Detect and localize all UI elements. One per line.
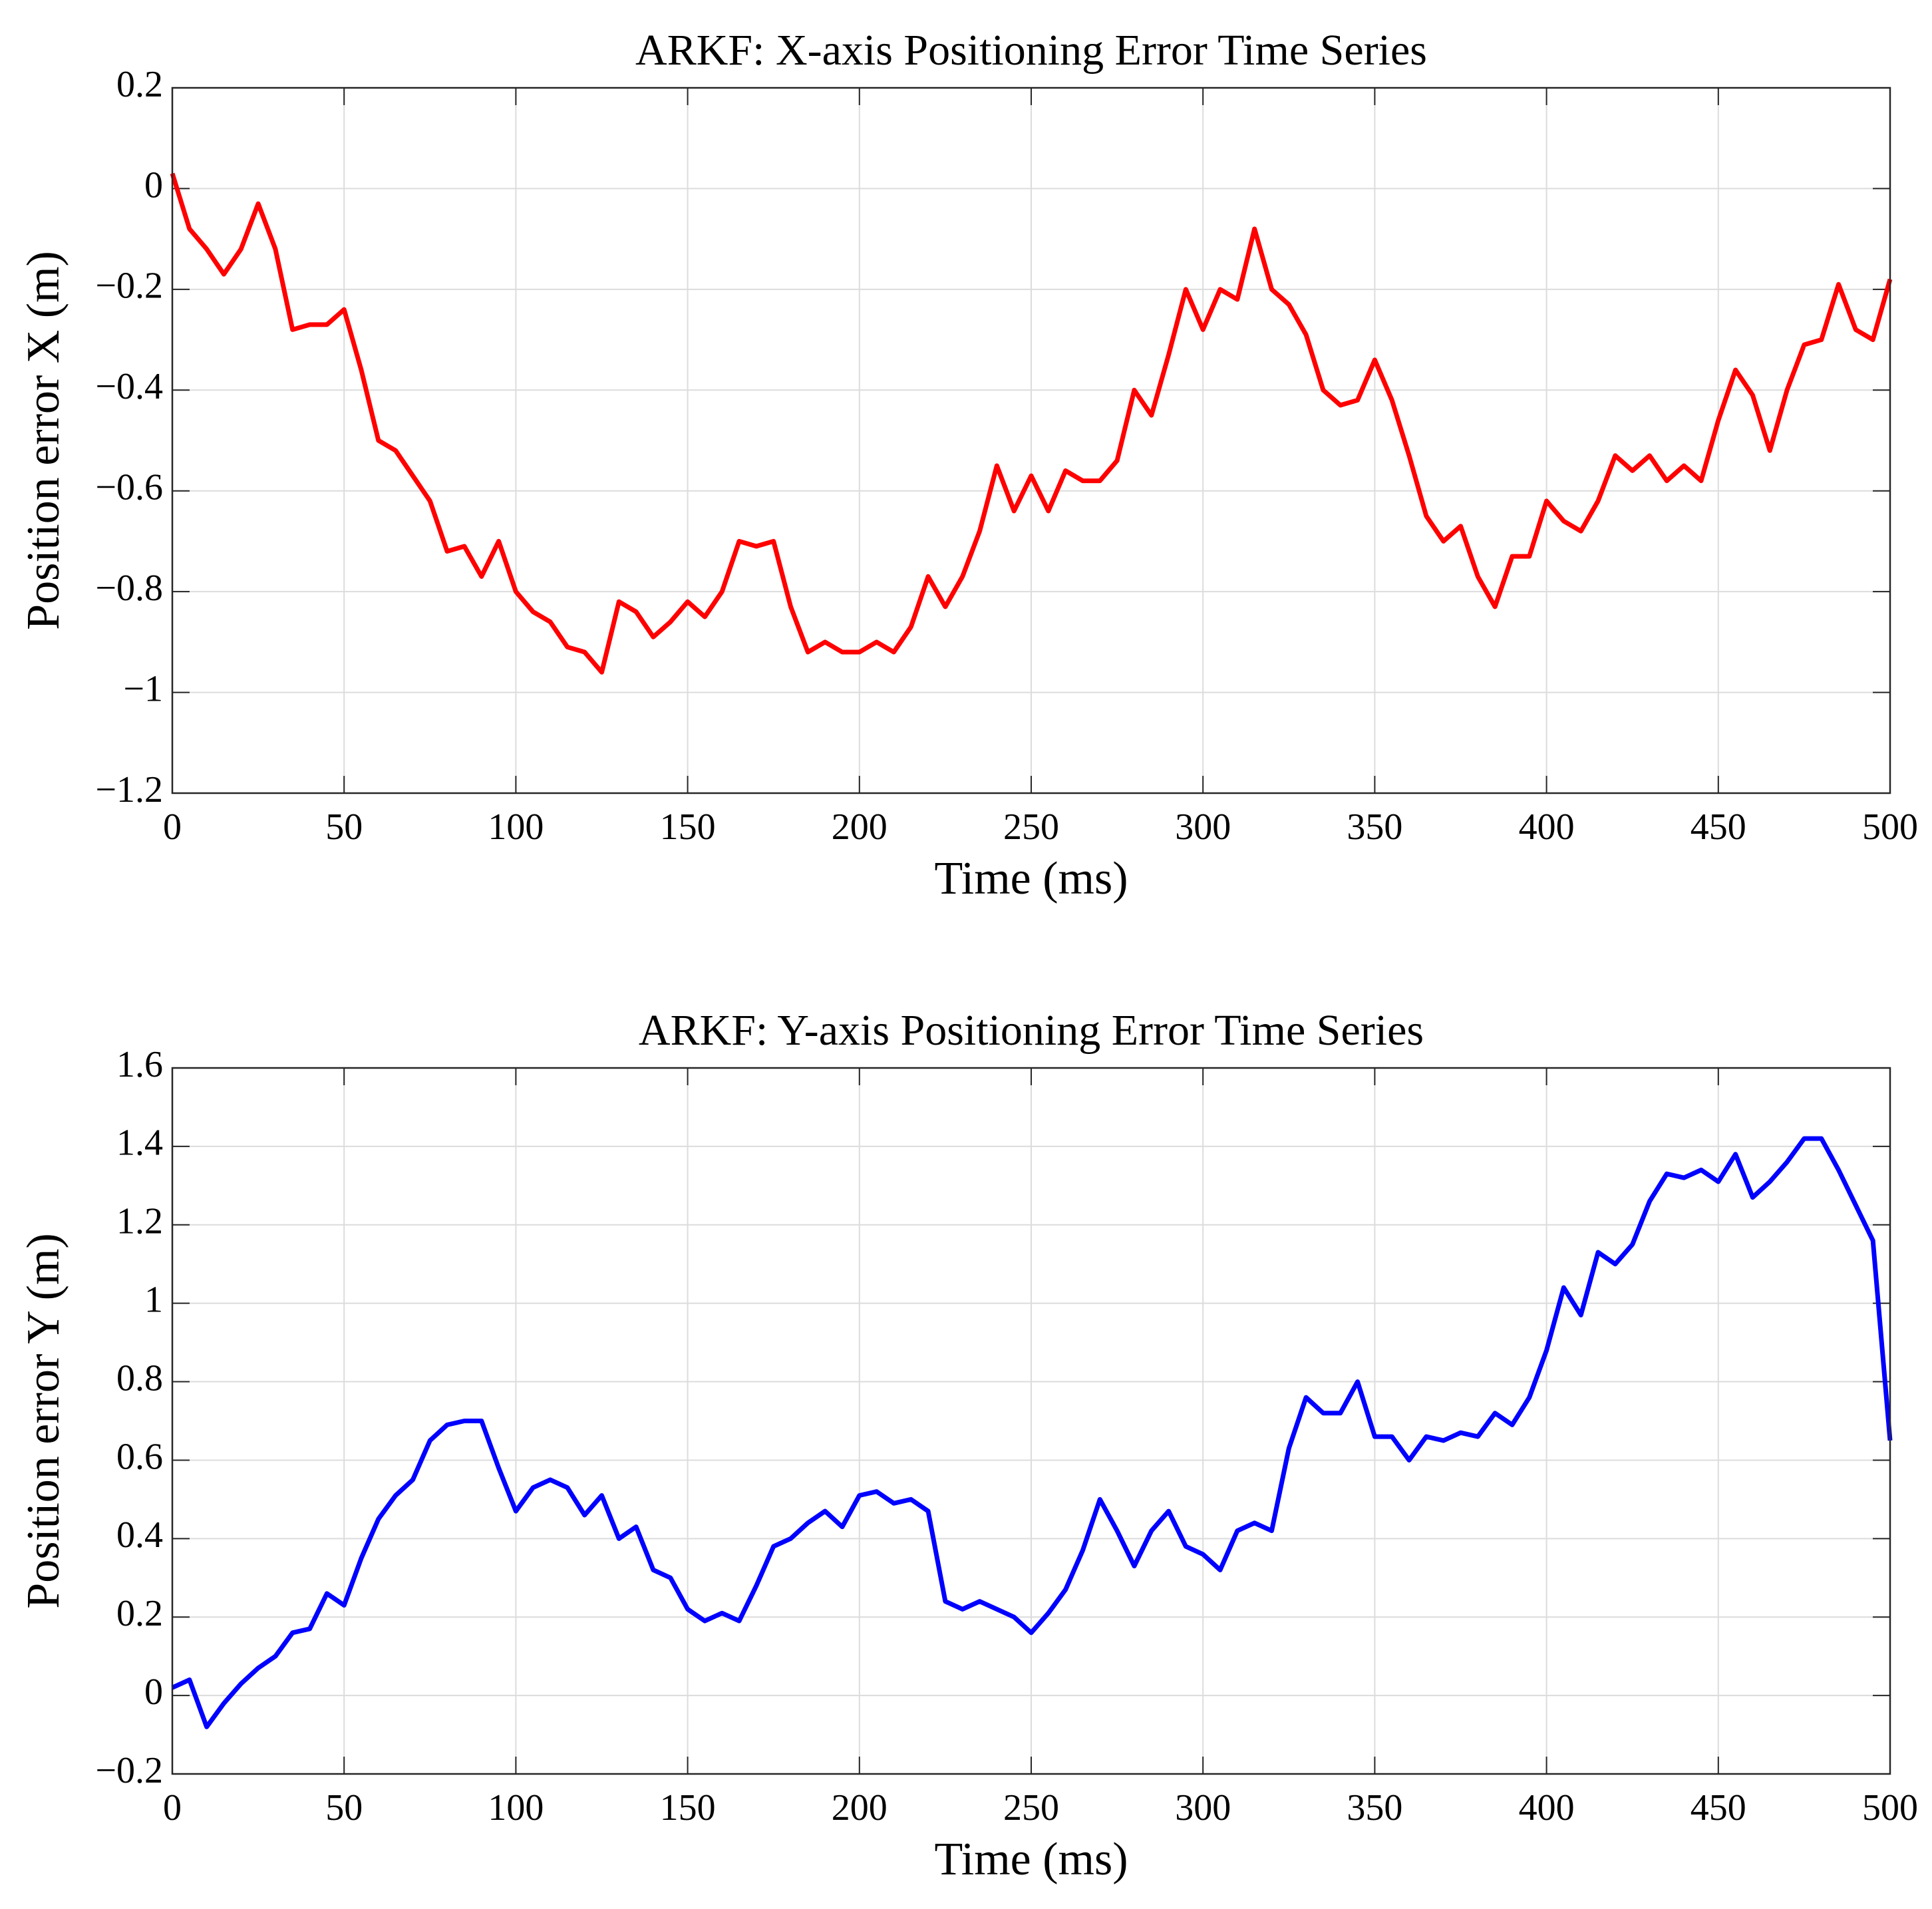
- chart-title: ARKF: Y-axis Positioning Error Time Seri…: [639, 1006, 1424, 1055]
- y-tick-label: −0.2: [95, 1750, 163, 1791]
- x-tick-label: 100: [488, 806, 544, 848]
- data-line: [170, 172, 1893, 675]
- x-tick-label: 250: [1003, 1787, 1059, 1828]
- x-tick-label: 400: [1519, 806, 1575, 848]
- y-tick-label: −0.2: [95, 265, 163, 307]
- y-tick-label: 0: [144, 164, 163, 206]
- data-line: [171, 1136, 1893, 1729]
- x-tick-label: 50: [325, 806, 363, 848]
- y-tick-label: −0.4: [95, 366, 163, 407]
- x-tick-label: 450: [1690, 806, 1746, 848]
- y-tick-label: 1.6: [116, 1044, 163, 1085]
- x-tick-label: 300: [1175, 1787, 1231, 1828]
- y-tick-label: 0.4: [116, 1514, 163, 1556]
- y-tick-label: 0.2: [116, 1593, 163, 1634]
- x-tick-label: 250: [1003, 806, 1059, 848]
- y-tick-label: 1.4: [116, 1123, 163, 1164]
- x-tick-label: 150: [660, 806, 716, 848]
- y-axis-label: Position error Y (m): [18, 1233, 69, 1608]
- x-tick-label: 500: [1862, 806, 1918, 848]
- y-tick-label: 0.2: [116, 64, 163, 105]
- x-tick-label: 200: [832, 806, 887, 848]
- x-tick-label: 400: [1519, 1787, 1575, 1828]
- x-tick-label: 450: [1690, 1787, 1746, 1828]
- y-tick-label: −0.8: [95, 568, 163, 609]
- y-tick-label: 1.2: [116, 1201, 163, 1242]
- x-axis-label: Time (ms): [934, 1834, 1128, 1885]
- y-tick-label: 0: [144, 1671, 163, 1713]
- y-tick-label: −1.2: [95, 769, 163, 810]
- chart-title: ARKF: X-axis Positioning Error Time Seri…: [635, 26, 1427, 75]
- x-tick-label: 300: [1175, 806, 1231, 848]
- x-tick-label: 0: [163, 806, 182, 848]
- x-tick-label: 350: [1347, 1787, 1402, 1828]
- plot-frame: [171, 1067, 1891, 1775]
- y-tick-label: −1: [123, 668, 163, 709]
- x-tick-label: 50: [325, 1787, 363, 1828]
- plot-frame: [171, 87, 1891, 794]
- x-tick-label: 100: [488, 1787, 544, 1828]
- y-axis-label: Position error X (m): [18, 251, 69, 630]
- x-tick-label: 150: [660, 1787, 716, 1828]
- y-tick-label: 0.6: [116, 1436, 163, 1477]
- y-tick-label: 0.8: [116, 1357, 163, 1399]
- x-tick-label: 350: [1347, 806, 1402, 848]
- x-tick-label: 200: [832, 1787, 887, 1828]
- y-tick-label: −0.6: [95, 467, 163, 508]
- x-tick-label: 500: [1862, 1787, 1918, 1828]
- x-axis-label: Time (ms): [934, 853, 1128, 904]
- x-tick-label: 0: [163, 1787, 182, 1828]
- y-tick-label: 1: [144, 1280, 163, 1321]
